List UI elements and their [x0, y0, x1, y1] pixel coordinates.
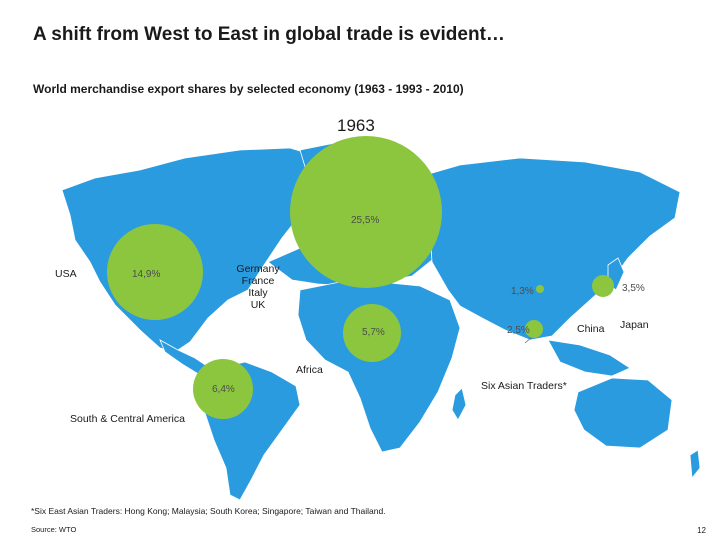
share-japan: 3,5%	[622, 283, 645, 294]
bubble-europe	[290, 136, 442, 288]
label-japan: Japan	[620, 319, 649, 331]
year-label: 1963	[337, 116, 375, 135]
source-note: Source: WTO	[31, 525, 77, 534]
slide-subtitle: World merchandise export shares by selec…	[33, 82, 464, 96]
label-europe-text: Germany France Italy UK	[236, 263, 280, 311]
share-europe: 25,5%	[351, 215, 380, 226]
page-number: 12	[697, 526, 706, 535]
land-africa	[297, 281, 461, 453]
land-asia	[407, 157, 681, 341]
bubble-six-asian	[525, 320, 543, 338]
label-six-asian: Six Asian Traders*	[481, 380, 567, 392]
share-six-asian: 2,5%	[507, 325, 530, 336]
footnote: *Six East Asian Traders: Hong Kong; Mala…	[31, 506, 386, 516]
bubble-japan	[592, 275, 614, 297]
slide-title: A shift from West to East in global trad…	[33, 24, 505, 45]
share-usa: 14,9%	[132, 269, 161, 280]
label-south-america: South & Central America	[70, 413, 185, 425]
land-southeast-asia	[547, 339, 631, 377]
land-madagascar	[451, 387, 467, 421]
bubble-africa	[343, 304, 401, 362]
share-south-america: 6,4%	[212, 384, 235, 395]
label-africa: Africa	[296, 364, 323, 376]
land-new-zealand	[689, 449, 701, 480]
share-china: 1,3%	[511, 286, 534, 297]
share-africa: 5,7%	[362, 327, 385, 338]
label-usa: USA	[55, 268, 77, 280]
bubble-south-america	[193, 359, 253, 419]
bubble-china	[536, 285, 544, 293]
land-australia	[573, 377, 673, 449]
label-china: China	[577, 323, 605, 335]
bubble-usa	[107, 224, 203, 320]
label-europe: Germany France Italy UK	[234, 263, 282, 311]
share-bubbles	[107, 136, 614, 419]
